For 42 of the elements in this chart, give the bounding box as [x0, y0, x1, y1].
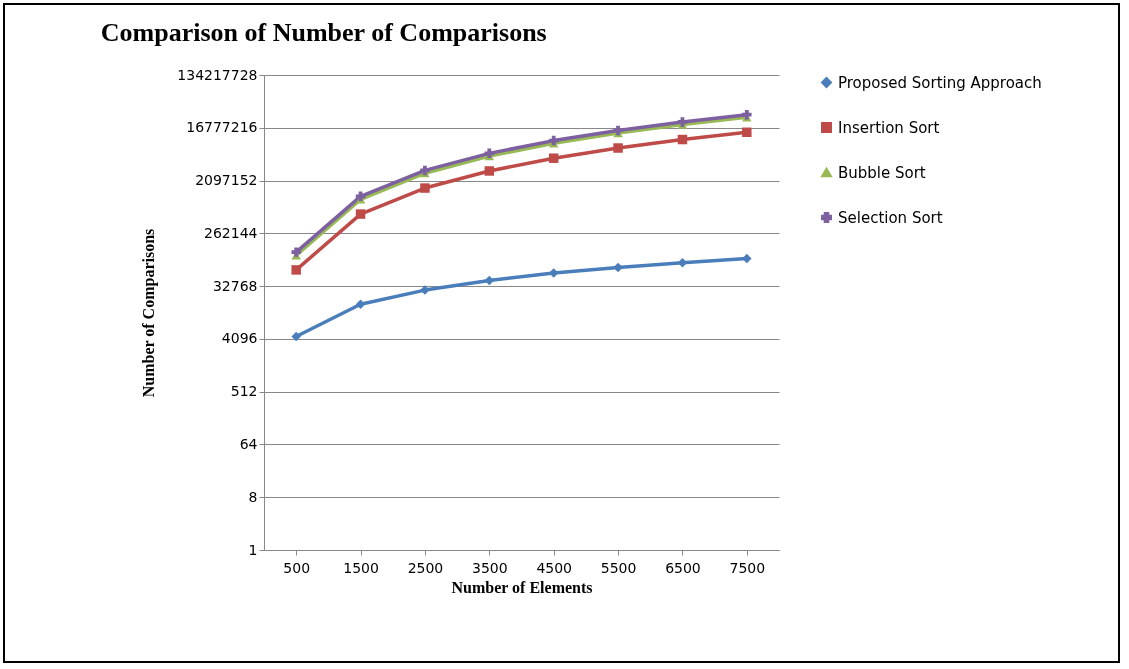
legend-label: Proposed Sorting Approach [838, 73, 1042, 92]
point [613, 143, 623, 153]
x-tick-label: 3500 [471, 559, 508, 576]
point [355, 299, 366, 310]
y-tick-label: 32768 [212, 277, 258, 294]
x-tick-label: 6500 [665, 559, 701, 576]
y-tick-label: 1 [248, 541, 258, 558]
point [613, 262, 623, 273]
point [742, 253, 752, 264]
x-tick-label: 2500 [407, 559, 444, 576]
point [291, 247, 301, 257]
x-tick-label: 4500 [536, 559, 573, 576]
chart-title: Comparison of Number of Comparisons [100, 18, 547, 47]
point [420, 183, 430, 193]
point [742, 127, 752, 138]
y-tick-label: 512 [230, 383, 258, 400]
point [677, 134, 688, 145]
legend-label: Bubble Sort [838, 163, 926, 182]
legend-label: Insertion Sort [838, 118, 940, 137]
point [291, 265, 301, 275]
point [291, 331, 301, 342]
point [548, 153, 559, 163]
y-tick-label: 4096 [221, 330, 258, 347]
y-tick-label: 64 [239, 435, 258, 452]
y-tick-label: 262144 [204, 224, 258, 241]
point [420, 165, 430, 176]
point [484, 275, 495, 286]
point [484, 166, 495, 176]
point [355, 209, 366, 219]
point [742, 109, 752, 120]
legend-label: Selection Sort [838, 208, 943, 227]
point [613, 125, 623, 136]
x-tick-label: 500 [283, 559, 311, 576]
x-tick-label: 1500 [343, 559, 379, 576]
x-tick-label: 7500 [729, 559, 766, 576]
x-axis-title: Number of Elements [451, 578, 593, 596]
y-tick-label: 2097152 [195, 172, 258, 189]
y-tick-label: 16777216 [186, 119, 258, 136]
x-tick-label: 5500 [600, 559, 637, 576]
y-axis-title: Number of Comparisons [140, 228, 159, 398]
y-tick-label: 8 [248, 488, 258, 505]
y-tick-label: 134217728 [177, 66, 258, 83]
